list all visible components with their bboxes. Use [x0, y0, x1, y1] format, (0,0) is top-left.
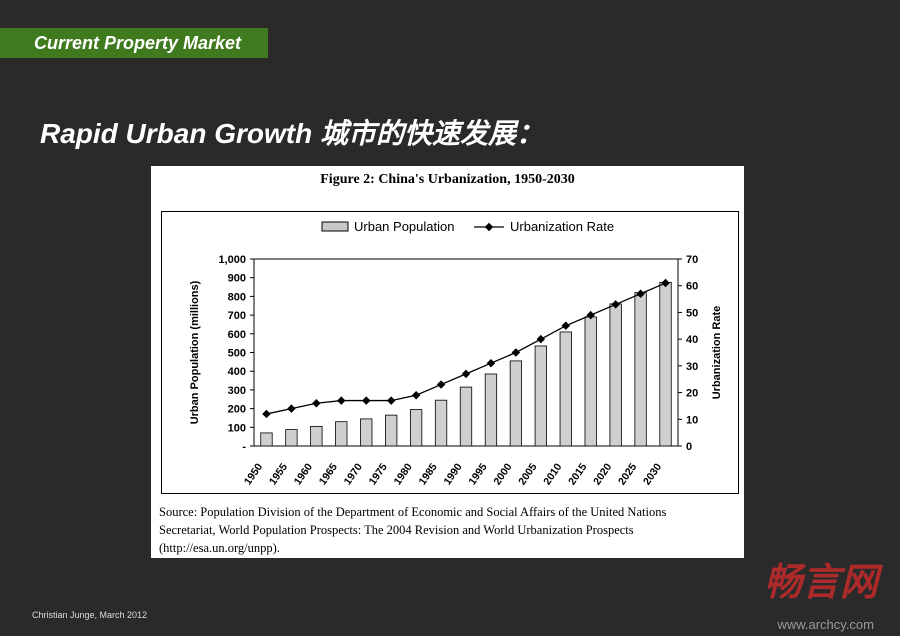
x-tick-label: 2010	[541, 461, 564, 487]
bar-urban-population	[434, 399, 448, 447]
y-tick-label: -	[242, 441, 246, 453]
y2-axis-title: Urbanization Rate	[711, 306, 723, 400]
urbanization-chart: Urban Population Urbanization Rate-100200…	[189, 219, 723, 487]
figure-panel: Figure 2: China's Urbanization, 1950-203…	[151, 166, 744, 558]
y2-tick-label: 40	[686, 334, 698, 346]
x-tick-label: 1965	[317, 461, 340, 487]
legend-swatch-urban-population	[321, 221, 349, 232]
bar-urban-population	[335, 421, 348, 447]
y-tick-label: 600	[228, 329, 246, 341]
y2-tick-label: 10	[686, 414, 698, 426]
point-urbanization-rate	[611, 300, 620, 309]
bar-urban-population	[484, 373, 498, 447]
point-urbanization-rate	[411, 391, 421, 400]
x-tick-label: 2005	[516, 461, 539, 487]
bar-urban-population	[609, 303, 622, 447]
point-urbanization-rate	[337, 396, 346, 405]
point-urbanization-rate	[536, 334, 546, 344]
bar-urban-population	[509, 360, 523, 447]
x-tick-label: 1990	[441, 461, 464, 487]
y2-tick-label: 30	[686, 361, 698, 373]
legend-marker-urbanization-rate	[484, 222, 494, 232]
point-urbanization-rate	[262, 409, 271, 419]
x-tick-label: 1955	[267, 461, 290, 487]
point-urbanization-rate	[361, 396, 371, 405]
y-tick-label: 900	[228, 273, 246, 285]
y-axis-title: Urban Population (millions)	[189, 280, 201, 424]
source-line: (http://esa.un.org/unpp).	[159, 541, 280, 555]
legend-label-urban-population: Urban Population	[354, 219, 454, 234]
y2-tick-label: 70	[686, 254, 698, 266]
y-tick-label: 100	[228, 422, 246, 434]
x-tick-label: 2000	[491, 461, 514, 487]
slide-title: Rapid Urban Growth 城市的快速发展：	[40, 118, 545, 149]
y-tick-label: 800	[228, 291, 246, 303]
x-tick-label: 1950	[242, 461, 265, 487]
x-tick-label: 1980	[392, 461, 415, 487]
x-tick-label: 1985	[417, 461, 440, 487]
bar-urban-population	[584, 316, 597, 447]
y-tick-label: 700	[228, 310, 246, 322]
y2-tick-label: 50	[686, 307, 698, 319]
legend-label-urbanization-rate: Urbanization Rate	[510, 219, 614, 234]
slide-footer: Christian Junge, March 2012	[32, 610, 148, 620]
point-urbanization-rate	[287, 404, 296, 413]
x-tick-label: 1960	[292, 461, 315, 487]
bar-urban-population	[310, 425, 323, 447]
x-tick-label: 2015	[566, 461, 589, 487]
x-tick-label: 2025	[616, 461, 639, 487]
y2-tick-label: 60	[686, 281, 698, 293]
bar-urban-population	[360, 418, 373, 447]
figure-title: Figure 2: China's Urbanization, 1950-203…	[320, 172, 575, 187]
bar-urban-population	[409, 409, 423, 447]
watermark-logo: 畅言网	[763, 562, 878, 604]
y-tick-label: 300	[228, 385, 246, 397]
bar-urban-population	[285, 429, 298, 447]
y2-tick-label: 0	[686, 441, 692, 453]
point-urbanization-rate	[436, 380, 446, 389]
chart-frame: Urban Population Urbanization Rate -100 200…	[161, 211, 739, 494]
section-tag: Current Property Market	[0, 28, 268, 58]
bar-urban-population	[559, 331, 572, 447]
x-tick-label: 1970	[342, 461, 365, 487]
source-line: Secretariat, World Population Prospects:…	[159, 523, 634, 537]
point-urbanization-rate	[636, 289, 645, 298]
point-urbanization-rate	[312, 399, 321, 408]
point-urbanization-rate	[386, 396, 396, 405]
point-urbanization-rate	[511, 348, 521, 357]
x-tick-label: 1995	[466, 461, 489, 487]
y-tick-label: 400	[228, 366, 246, 378]
bar-urban-population	[634, 292, 647, 447]
figure-source: Source: Population Division of the Depar…	[159, 503, 739, 557]
bar-urban-population	[659, 281, 672, 447]
point-urbanization-rate	[561, 321, 571, 331]
point-urbanization-rate	[461, 369, 471, 379]
bar-urban-population	[260, 432, 273, 447]
point-urbanization-rate	[486, 358, 496, 368]
bar-urban-population	[385, 414, 398, 447]
x-tick-label: 1975	[367, 461, 390, 487]
source-line: Source: Population Division of the Depar…	[159, 505, 667, 519]
y-tick-label: 1,000	[218, 254, 246, 266]
y-tick-label: 500	[228, 348, 246, 360]
bar-urban-population	[534, 345, 547, 447]
x-tick-label: 2020	[591, 461, 614, 487]
bar-urban-population	[459, 386, 473, 447]
watermark-url: www.archcy.com	[777, 617, 874, 632]
y-tick-label: 200	[228, 404, 246, 416]
x-tick-label: 2030	[641, 461, 664, 487]
y2-tick-label: 20	[686, 388, 698, 400]
